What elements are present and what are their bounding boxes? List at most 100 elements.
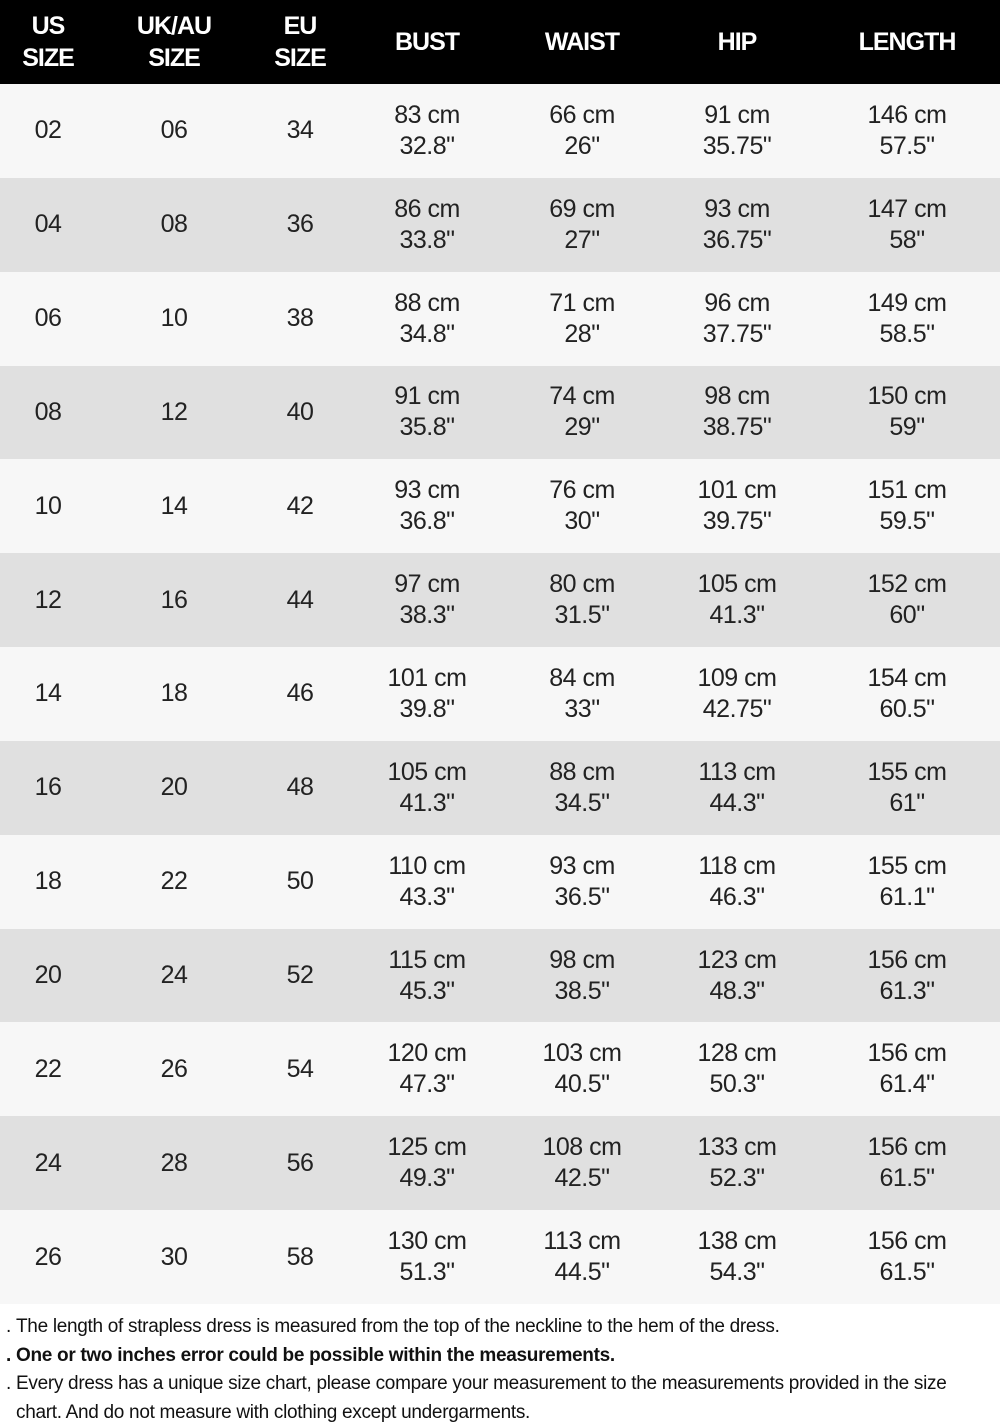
cell-eu: 58: [220, 1210, 380, 1304]
cell-value: 54: [286, 1054, 314, 1083]
cell-value: 38.5": [554, 976, 610, 1005]
cell-value: 04: [34, 210, 62, 239]
cell-value: 36.5": [554, 882, 610, 911]
cell-value: 08: [160, 210, 188, 239]
cell-uk: 14: [94, 459, 254, 553]
cell-bust: 86 cm 33.8": [347, 178, 507, 272]
note-item: . The length of strapless dress is measur…: [6, 1313, 996, 1342]
cell-us: 14: [0, 647, 128, 741]
cell-value: 36: [286, 210, 314, 239]
cell-value: 61.1": [879, 882, 935, 911]
cell-value: 26": [564, 131, 600, 160]
cell-value: 56: [286, 1148, 314, 1177]
cell-value: 88 cm: [549, 757, 615, 786]
cell-value: 156 cm: [867, 1227, 947, 1256]
column-header-eu: EU SIZE: [220, 0, 380, 84]
cell-value: 110 cm: [388, 851, 466, 880]
cell-uk: 06: [94, 84, 254, 178]
cell-value: 22: [34, 1054, 62, 1083]
cell-value: 41.3": [399, 788, 455, 817]
table-row: 08 12 40 91 cm 35.8" 74 cm 29" 98 cm 38.75" 150 c…: [0, 365, 1000, 460]
cell-value: 43.3": [399, 882, 455, 911]
cell-value: 84 cm: [549, 663, 615, 692]
cell-value: 156 cm: [867, 945, 947, 974]
cell-length: 155 cm 61.1": [827, 835, 987, 929]
cell-hip: 91 cm 35.75": [657, 84, 817, 178]
column-header-length: LENGTH: [827, 0, 987, 84]
cell-value: 54.3": [709, 1258, 765, 1287]
table-row: 26 30 58 130 cm 51.3" 113 cm 44.5" 138 cm 54.3" 1…: [0, 1210, 1000, 1304]
cell-length: 149 cm 58.5": [827, 272, 987, 366]
cell-value: 71 cm: [549, 288, 615, 317]
header-text: LENGTH: [858, 28, 957, 56]
cell-value: 155 cm: [867, 757, 947, 786]
cell-value: 34.8": [399, 319, 455, 348]
cell-value: 51.3": [399, 1258, 455, 1287]
cell-value: 58.5": [879, 319, 935, 348]
cell-waist: 74 cm 29": [502, 366, 662, 460]
cell-value: 120 cm: [387, 1039, 467, 1068]
cell-bust: 120 cm 47.3": [347, 1022, 507, 1116]
notes-list: . The length of strapless dress is measur…: [6, 1313, 996, 1427]
cell-value: 33.8": [399, 225, 455, 254]
cell-us: 10: [0, 459, 128, 553]
cell-value: 12: [160, 397, 188, 426]
cell-value: 22: [160, 867, 188, 896]
cell-waist: 71 cm 28": [502, 272, 662, 366]
cell-waist: 103 cm 40.5": [502, 1022, 662, 1116]
cell-value: 08: [34, 397, 62, 426]
cell-value: 18: [34, 867, 62, 896]
cell-uk: 16: [94, 553, 254, 647]
cell-value: 37.75": [702, 319, 772, 348]
cell-value: 123 cm: [697, 945, 777, 974]
cell-bust: 130 cm 51.3": [347, 1210, 507, 1304]
header-text: EU: [283, 12, 318, 40]
cell-value: 50.3": [709, 1070, 765, 1099]
cell-hip: 109 cm 42.75": [657, 647, 817, 741]
cell-value: 125 cm: [387, 1133, 467, 1162]
cell-eu: 46: [220, 647, 380, 741]
cell-uk: 24: [94, 929, 254, 1023]
cell-value: 83 cm: [394, 100, 460, 129]
cell-value: 60": [889, 601, 925, 630]
cell-value: 29": [564, 413, 600, 442]
cell-value: 101 cm: [697, 476, 777, 505]
cell-value: 57.5": [879, 131, 935, 160]
cell-value: 61.3": [879, 976, 935, 1005]
cell-value: 39.75": [702, 507, 772, 536]
cell-waist: 88 cm 34.5": [502, 741, 662, 835]
header-text: UK/AU: [136, 12, 212, 40]
table-row: 20 24 52 115 cm 45.3" 98 cm 38.5" 123 cm 48.3" 15…: [0, 928, 1000, 1023]
cell-value: 93 cm: [704, 194, 770, 223]
cell-bust: 105 cm 41.3": [347, 741, 507, 835]
cell-eu: 42: [220, 459, 380, 553]
cell-eu: 34: [220, 84, 380, 178]
header-text: SIZE: [274, 44, 327, 72]
header-text: WAIST: [544, 28, 620, 56]
cell-value: 38.75": [702, 413, 772, 442]
cell-length: 156 cm 61.5": [827, 1116, 987, 1210]
cell-bust: 83 cm 32.8": [347, 84, 507, 178]
cell-value: 113 cm: [698, 757, 776, 786]
cell-length: 150 cm 59": [827, 366, 987, 460]
cell-eu: 40: [220, 366, 380, 460]
cell-bust: 93 cm 36.8": [347, 459, 507, 553]
cell-us: 06: [0, 272, 128, 366]
cell-us: 18: [0, 835, 128, 929]
cell-length: 155 cm 61": [827, 741, 987, 835]
cell-hip: 123 cm 48.3": [657, 929, 817, 1023]
cell-value: 38: [286, 304, 314, 333]
cell-value: 35.75": [702, 131, 772, 160]
cell-us: 12: [0, 553, 128, 647]
cell-value: 24: [160, 961, 188, 990]
cell-waist: 69 cm 27": [502, 178, 662, 272]
cell-value: 10: [160, 304, 188, 333]
cell-eu: 44: [220, 553, 380, 647]
cell-value: 16: [34, 773, 62, 802]
cell-value: 149 cm: [867, 288, 947, 317]
cell-value: 156 cm: [867, 1039, 947, 1068]
table-row: 24 28 56 125 cm 49.3" 108 cm 42.5" 133 cm 52.3" 1…: [0, 1116, 1000, 1211]
cell-length: 154 cm 60.5": [827, 647, 987, 741]
cell-value: 27": [564, 225, 600, 254]
cell-hip: 118 cm 46.3": [657, 835, 817, 929]
